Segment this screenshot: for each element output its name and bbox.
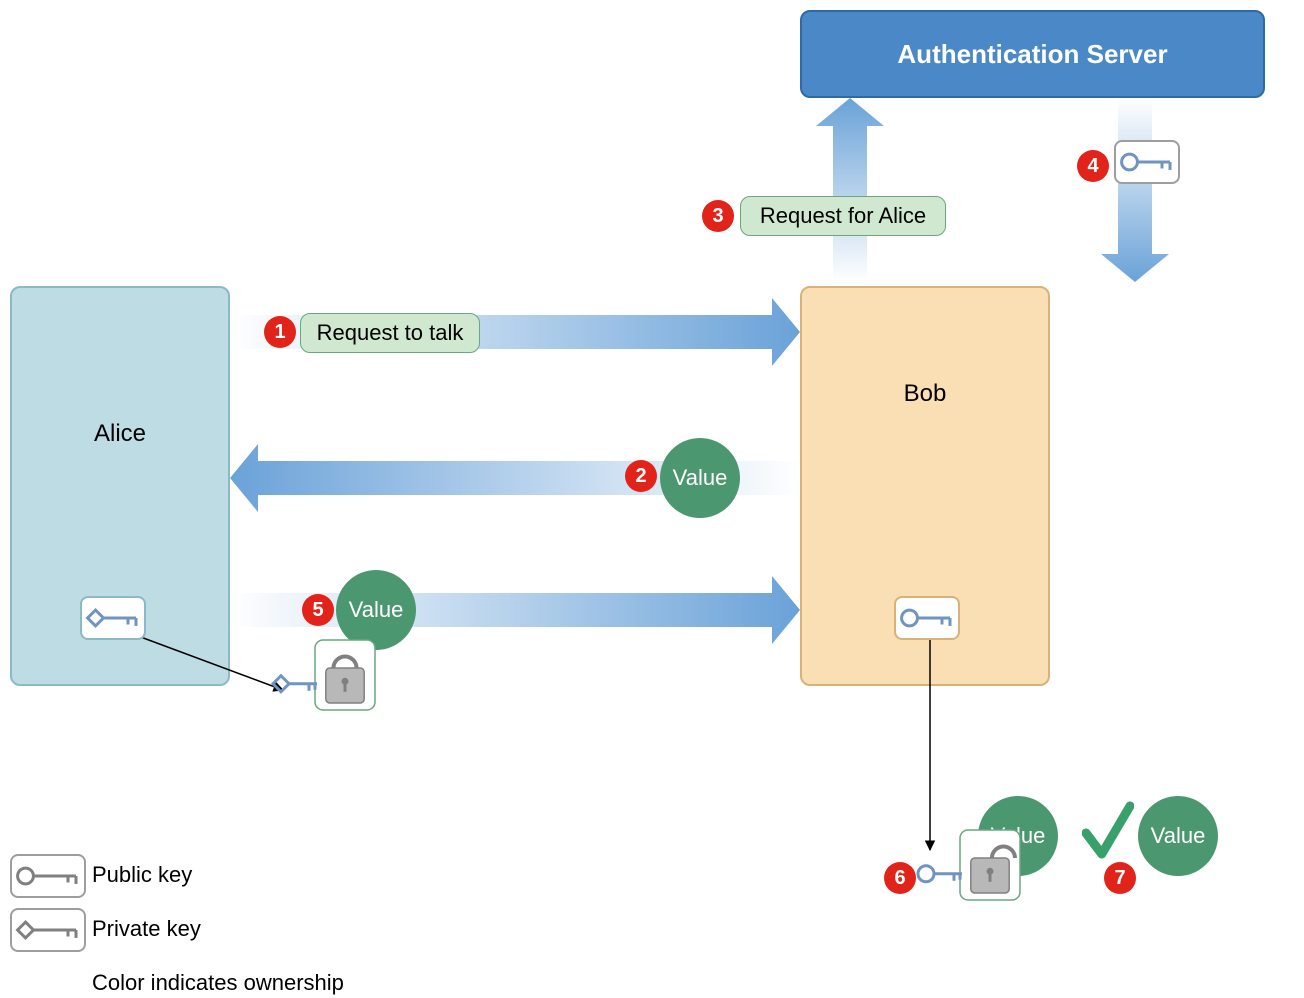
- pointer-bob-key-to-lock: [924, 634, 936, 856]
- public-key-icon-step4_public: [1114, 140, 1180, 184]
- step-badge-label-7: 7: [1114, 867, 1125, 890]
- step-badge-3: 3: [702, 200, 734, 232]
- step-badge-2: 2: [625, 460, 657, 492]
- legend-private-key-label: Private key: [92, 916, 201, 942]
- message-pill-m1: Request to talk: [300, 313, 480, 353]
- value-circle-v2: Value: [660, 438, 740, 518]
- message-pill-label-m1: Request to talk: [317, 320, 464, 346]
- private-key-icon-alice_private: [80, 596, 146, 640]
- value-circle-v7: Value: [1138, 796, 1218, 876]
- step-badge-5: 5: [302, 594, 334, 626]
- alice-label: Alice: [94, 420, 146, 448]
- arrow-a4: [1101, 98, 1169, 282]
- bob-label: Bob: [904, 380, 947, 408]
- private-key-icon-legend_private: [10, 908, 86, 952]
- value-circle-label-v2: Value: [673, 465, 728, 491]
- arrow-a3: [816, 98, 884, 282]
- public-key-icon-legend_public: [10, 854, 86, 898]
- step-badge-label-4: 4: [1087, 155, 1098, 178]
- lock-open-icon: [914, 824, 1026, 906]
- pointer-alice-key-to-lock: [132, 630, 289, 696]
- message-pill-m3: Request for Alice: [740, 196, 946, 236]
- step-badge-label-3: 3: [712, 205, 723, 228]
- step-badge-1: 1: [264, 316, 296, 348]
- public-key-icon-bob_public: [894, 596, 960, 640]
- legend-ownership-note: Color indicates ownership: [92, 970, 344, 996]
- step-badge-label-1: 1: [274, 321, 285, 344]
- legend-public-key-label: Public key: [92, 862, 192, 888]
- auth-server-box: Authentication Server: [800, 10, 1265, 98]
- auth-server-label: Authentication Server: [897, 39, 1167, 70]
- step-badge-4: 4: [1077, 150, 1109, 182]
- lock-closed-icon: [269, 634, 381, 716]
- step-badge-label-5: 5: [312, 599, 323, 622]
- message-pill-label-m3: Request for Alice: [760, 203, 926, 229]
- step-badge-label-6: 6: [894, 867, 905, 890]
- check-icon: [1082, 800, 1134, 860]
- step-badge-label-2: 2: [635, 465, 646, 488]
- step-badge-6: 6: [884, 862, 916, 894]
- step-badge-7: 7: [1104, 862, 1136, 894]
- value-circle-label-v7: Value: [1151, 823, 1206, 849]
- value-circle-label-v5: Value: [349, 597, 404, 623]
